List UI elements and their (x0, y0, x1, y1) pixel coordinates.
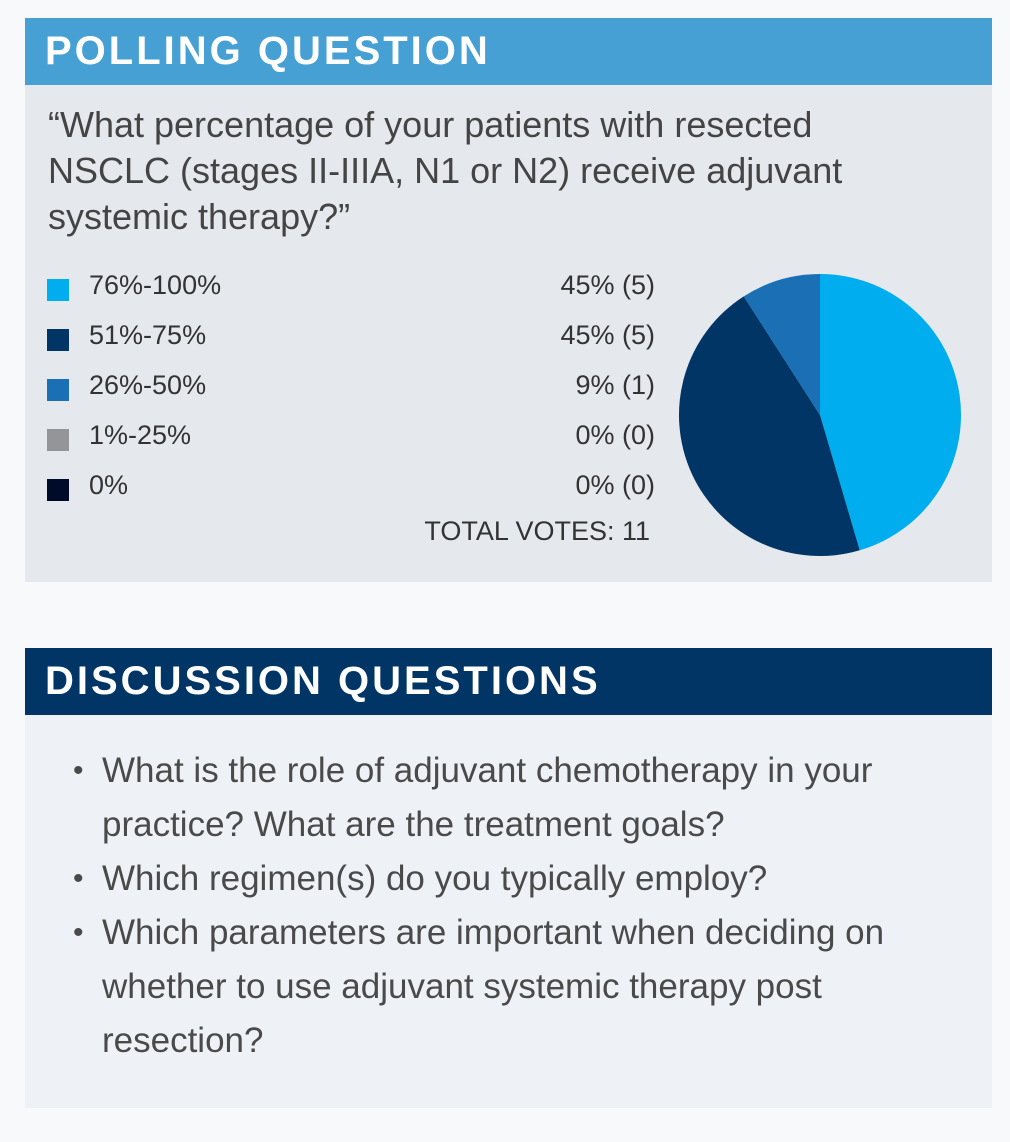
list-item: • Which parameters are important when de… (73, 906, 955, 1068)
pie-slice-51-75 (678, 296, 860, 557)
legend-label: 26%-50% (89, 370, 207, 400)
legend-row: 1%-25% 0% (0) (47, 416, 655, 466)
polling-question: “What percentage of your patients with r… (48, 104, 843, 237)
legend-swatch (47, 279, 69, 301)
list-item-text: Which regimen(s) do you typically employ… (102, 859, 768, 898)
list-item-text: What is the role of adjuvant chemotherap… (102, 751, 873, 844)
legend-row: 26%-50% 9% (1) (47, 366, 655, 416)
polling-header: POLLING QUESTION (25, 18, 992, 85)
list-item-text: Which parameters are important when deci… (102, 913, 885, 1060)
polling-panel: POLLING QUESTION “What percentage of you… (25, 18, 992, 582)
legend-label: 0% (89, 470, 129, 500)
pie-slice-26-50 (743, 274, 820, 415)
bullet-icon: • (73, 916, 84, 949)
legend-label: 1%-25% (89, 420, 192, 450)
legend-row: 0% 0% (0) (47, 466, 655, 516)
bullet-icon: • (73, 754, 84, 787)
pie-chart (678, 274, 962, 557)
poll-legend: 76%-100% 45% (5) 51%-75% 45% (5) 26%-50%… (47, 266, 655, 516)
discussion-panel: DISCUSSION QUESTIONS • What is the role … (25, 648, 992, 1108)
legend-swatch (47, 379, 69, 401)
legend-label: 76%-100% (89, 270, 222, 300)
legend-swatch (47, 479, 69, 501)
total-votes: TOTAL VOTES: 11 (424, 516, 650, 546)
legend-label: 51%-75% (89, 320, 207, 350)
legend-swatch (47, 329, 69, 351)
discussion-list: • What is the role of adjuvant chemother… (73, 744, 955, 1068)
legend-value: 0% (0) (575, 420, 655, 450)
legend-swatch (47, 429, 69, 451)
legend-value: 9% (1) (575, 370, 655, 400)
pie-slice-76-100 (820, 274, 962, 551)
list-item: • Which regimen(s) do you typically empl… (73, 852, 955, 906)
legend-value: 0% (0) (575, 470, 655, 500)
legend-row: 76%-100% 45% (5) (47, 266, 655, 316)
legend-value: 45% (5) (560, 270, 655, 300)
bullet-icon: • (73, 862, 84, 895)
legend-value: 45% (5) (560, 320, 655, 350)
discussion-header: DISCUSSION QUESTIONS (25, 648, 992, 715)
legend-row: 51%-75% 45% (5) (47, 316, 655, 366)
list-item: • What is the role of adjuvant chemother… (73, 744, 955, 852)
